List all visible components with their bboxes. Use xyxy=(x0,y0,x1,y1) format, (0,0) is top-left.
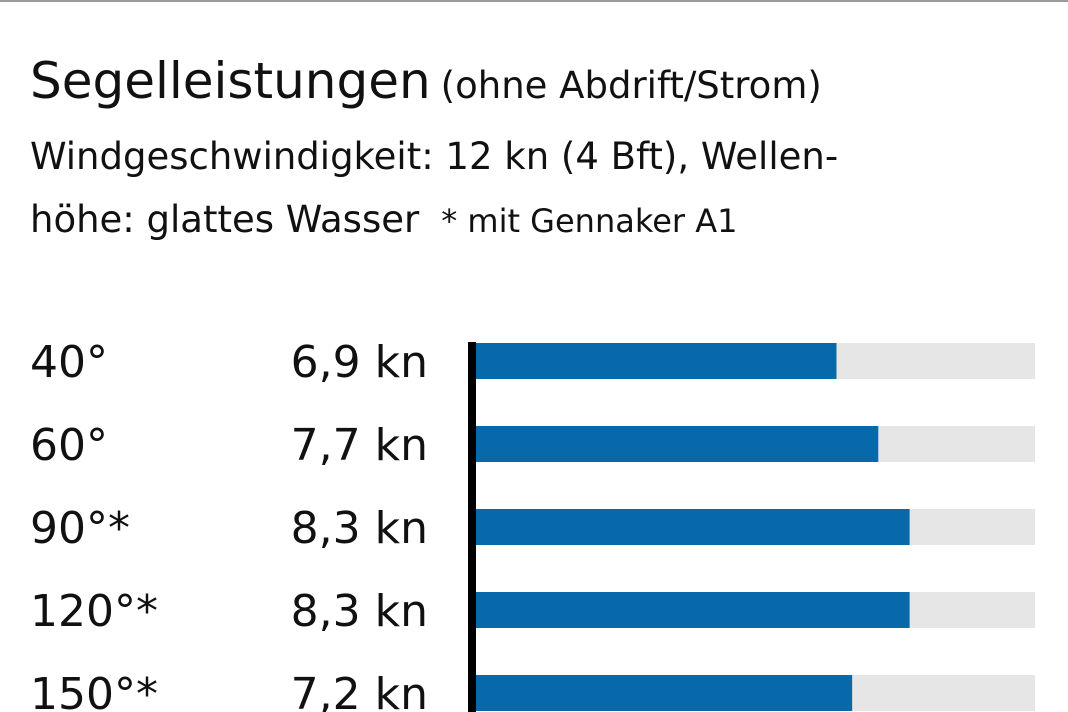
category-label: 150°* xyxy=(30,669,158,712)
bar xyxy=(476,426,879,462)
chart-title: Segelleistungen xyxy=(30,52,431,110)
value-label: 7,2 kn xyxy=(291,669,428,712)
top-rule xyxy=(0,0,1068,2)
subtitle-line-2-text: höhe: glattes Wasser xyxy=(30,198,420,241)
bar xyxy=(476,509,910,545)
footnote: * mit Gennaker A1 xyxy=(441,202,738,240)
y-axis-line xyxy=(468,342,476,712)
chart-title-line: Segelleistungen (ohne Abdrift/Strom) xyxy=(30,56,822,106)
value-label: 8,3 kn xyxy=(291,586,428,637)
value-label: 6,9 kn xyxy=(291,337,428,388)
bar xyxy=(476,675,853,711)
bar xyxy=(476,343,837,379)
value-label: 7,7 kn xyxy=(291,420,428,471)
category-label: 40° xyxy=(30,337,108,388)
bar xyxy=(476,592,910,628)
subtitle-line-2: höhe: glattes Wasser * mit Gennaker A1 xyxy=(30,201,737,238)
subtitle-line-1: Windgeschwindigkeit: 12 kn (4 Bft), Well… xyxy=(30,135,839,178)
category-label: 120°* xyxy=(30,586,158,637)
category-label: 60° xyxy=(30,420,108,471)
chart-title-note: (ohne Abdrift/Strom) xyxy=(440,64,822,107)
value-label: 8,3 kn xyxy=(291,503,428,554)
category-label: 90°* xyxy=(30,503,130,554)
